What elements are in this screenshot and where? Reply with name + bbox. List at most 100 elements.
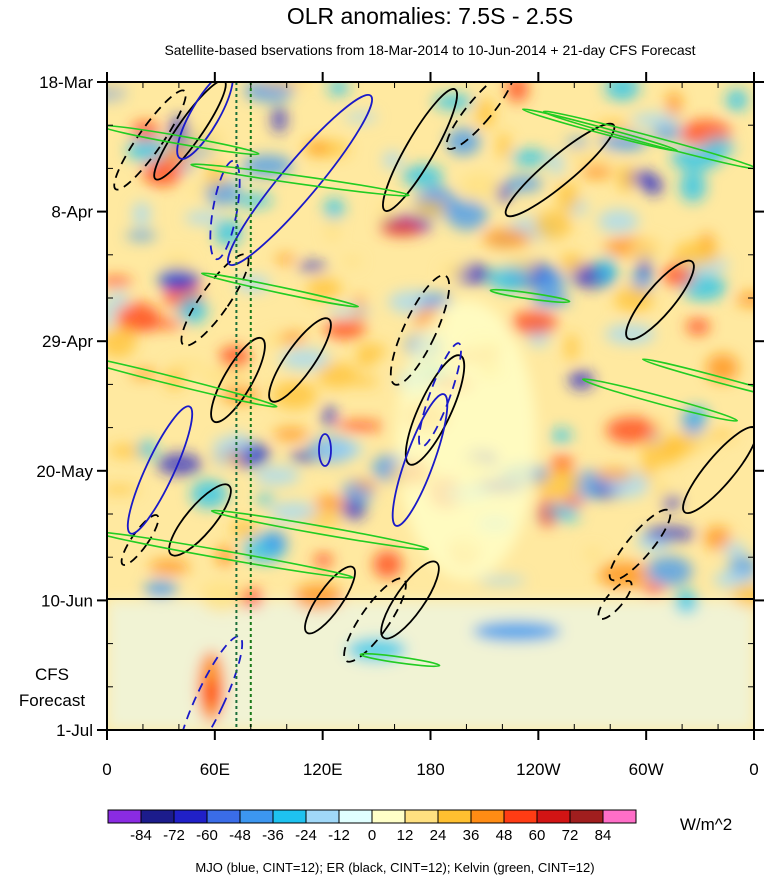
- colorbar-swatch: [437, 809, 472, 824]
- anomaly-blob: [564, 333, 579, 362]
- y-tick-label: 18-Mar: [39, 73, 93, 92]
- anomaly-blob: [107, 276, 133, 287]
- anomaly-blob: [568, 370, 594, 390]
- colorbar-level-label: 24: [430, 827, 447, 844]
- er-contour: [597, 580, 633, 620]
- anomaly-blob: [708, 430, 735, 440]
- anomaly-blob: [595, 469, 634, 481]
- anomaly-blob: [280, 332, 307, 344]
- mjo-contour: [418, 342, 462, 448]
- anomaly-blob: [730, 582, 754, 608]
- anomaly-blob: [156, 453, 202, 476]
- anomaly-blob: [662, 495, 681, 509]
- er-contour: [153, 82, 227, 181]
- anomaly-blob: [703, 137, 735, 157]
- anomaly-blob: [550, 455, 574, 473]
- anomaly-blob: [506, 82, 529, 103]
- colorbar-level-label: -12: [328, 827, 350, 844]
- anomaly-blob: [308, 141, 328, 155]
- colorbar-swatch: [503, 809, 538, 824]
- anomaly-blob: [496, 183, 511, 203]
- er-contour: [210, 336, 266, 424]
- anomaly-blob: [126, 230, 157, 241]
- anomaly-blob: [599, 133, 648, 152]
- anomaly-blob: [630, 237, 665, 260]
- anomaly-blob: [606, 416, 658, 444]
- anomaly-blob: [613, 286, 654, 313]
- wave-contour-layer: [107, 82, 754, 730]
- anomaly-blob: [313, 495, 346, 512]
- forecast-label-line1: CFS: [35, 665, 69, 684]
- anomaly-blob: [344, 112, 378, 122]
- anomaly-blob: [325, 218, 340, 242]
- anomaly-blob: [597, 209, 639, 233]
- colorbar-swatch: [602, 809, 637, 824]
- y-tick-label: 20-May: [36, 462, 93, 481]
- plot-area: [107, 82, 754, 730]
- anomaly-blob: [199, 581, 245, 613]
- colorbar-level-label: 72: [562, 827, 579, 844]
- anomaly-blob: [200, 368, 252, 384]
- chart-title: OLR anomalies: 7.5S - 2.5S: [287, 3, 573, 29]
- colorbar-level-label: -60: [196, 827, 218, 844]
- anomaly-blob: [645, 556, 693, 587]
- anomaly-blob: [642, 583, 665, 596]
- er-contour: [343, 577, 407, 663]
- anomaly-blob: [316, 440, 364, 459]
- anomaly-blob: [725, 88, 748, 112]
- anomaly-blob: [115, 302, 160, 333]
- anomaly-blob: [617, 164, 634, 193]
- er-contour: [504, 122, 616, 218]
- anomaly-blob: [149, 559, 190, 575]
- anomaly-blob: [496, 132, 511, 160]
- colorbar-swatch: [239, 809, 274, 824]
- reference-longitude-lines: [235, 82, 252, 730]
- anomaly-blob: [419, 293, 453, 307]
- mjo-contour: [176, 635, 244, 730]
- chart-subtitle: Satellite-based bservations from 18-Mar-…: [164, 42, 695, 58]
- anomaly-blob: [640, 458, 655, 480]
- anomaly-blob: [604, 82, 640, 101]
- anomaly-blob: [531, 293, 571, 308]
- y-tick-label: 10-Jun: [41, 591, 93, 610]
- colorbar-swatch: [338, 809, 373, 824]
- colorbar-swatch: [305, 809, 340, 824]
- colorbar-level-label: -48: [229, 827, 251, 844]
- kelvin-contour: [542, 110, 754, 170]
- anomaly-blob: [533, 267, 566, 298]
- x-tick-label: 120E: [303, 760, 343, 779]
- anomaly-blob: [184, 211, 222, 225]
- anomaly-blob: [475, 98, 496, 129]
- anomaly-blob: [242, 154, 293, 177]
- anomaly-blob: [231, 519, 259, 539]
- colorbar-level-label: -24: [295, 827, 317, 844]
- anomaly-blob: [605, 324, 656, 345]
- anomaly-blob: [414, 199, 447, 216]
- x-tick-label: 0: [102, 760, 111, 779]
- anomaly-blob: [380, 220, 424, 237]
- colorbar-swatch: [206, 809, 241, 824]
- anomaly-blob: [178, 163, 194, 172]
- er-contour: [268, 317, 332, 403]
- anomaly-blob: [107, 300, 114, 329]
- er-contour: [445, 82, 515, 150]
- colorbar-level-label: 0: [368, 827, 376, 844]
- colorbar-swatch: [371, 809, 406, 824]
- er-contour: [180, 253, 250, 347]
- anomaly-blob: [355, 343, 387, 359]
- y-tick-label: 29-Apr: [42, 332, 93, 351]
- x-tick-label: 60W: [629, 760, 664, 779]
- forecast-label-line2: Forecast: [19, 691, 85, 710]
- kelvin-contour: [190, 163, 410, 197]
- x-tick-label: 180: [416, 760, 444, 779]
- x-axis: 0 60E 120E 180 120W 60W 0: [102, 72, 759, 779]
- anomaly-blob: [510, 149, 549, 166]
- anomaly-blob: [142, 159, 182, 187]
- anomaly-blob: [213, 437, 230, 468]
- anomaly-blob: [328, 82, 349, 96]
- colorbar-level-label: 48: [496, 827, 513, 844]
- anomaly-blob: [648, 479, 670, 495]
- kelvin-contour: [489, 288, 571, 304]
- anomaly-blob: [488, 266, 529, 292]
- kelvin-contour: [359, 652, 441, 668]
